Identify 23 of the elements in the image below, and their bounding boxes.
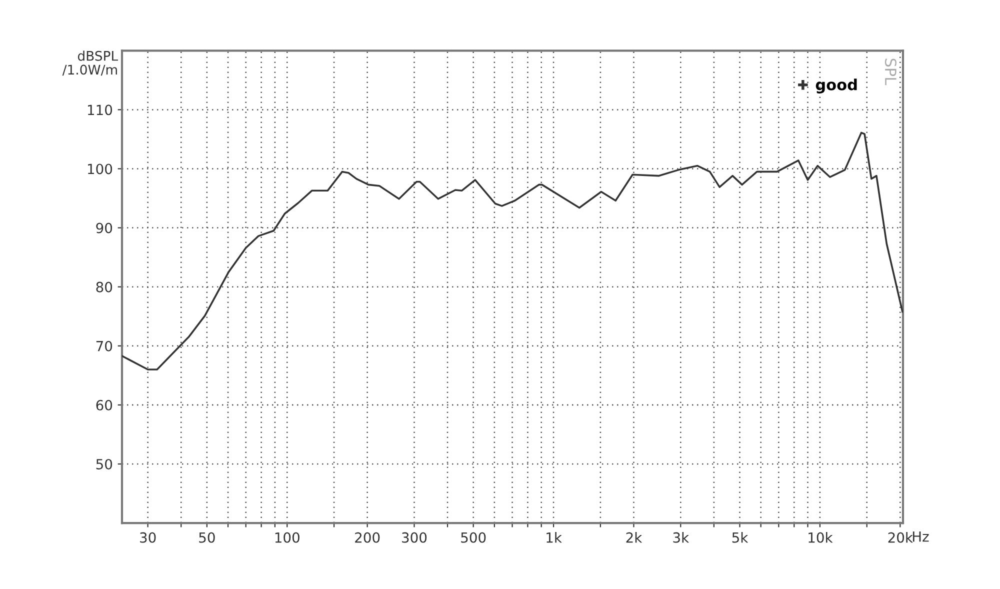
legend-label: good [816, 78, 857, 94]
y-tick-label: 60 [96, 400, 112, 410]
x-tick-label: 30 [140, 532, 156, 543]
x-tick-label: 20k [888, 532, 913, 543]
x-tick-label: 200 [355, 532, 380, 543]
y-tick-label: 100 [88, 164, 112, 174]
y-tick-label: 110 [88, 104, 112, 116]
y-tick-label: 70 [96, 340, 112, 352]
x-tick-label: 50 [199, 532, 215, 543]
x-tick-label: 500 [461, 532, 486, 543]
y-axis-title: dBSPL /1.0W/m [62, 50, 118, 76]
x-tick-label: 300 [402, 532, 427, 543]
x-axis-title: Hz [912, 531, 929, 542]
x-tick-label: 10k [808, 532, 833, 543]
x-tick-label: 5k [732, 532, 748, 543]
x-tick-label: 100 [275, 532, 300, 543]
x-tick-label: 3k [673, 532, 690, 543]
annotation: SPL [884, 58, 896, 86]
x-tick-label: 1k [546, 532, 562, 543]
y-tick-label: 90 [96, 222, 112, 234]
y-tick-label: 50 [96, 458, 112, 470]
x-tick-label: 2k [626, 532, 642, 543]
y-tick-label: 80 [96, 282, 112, 292]
